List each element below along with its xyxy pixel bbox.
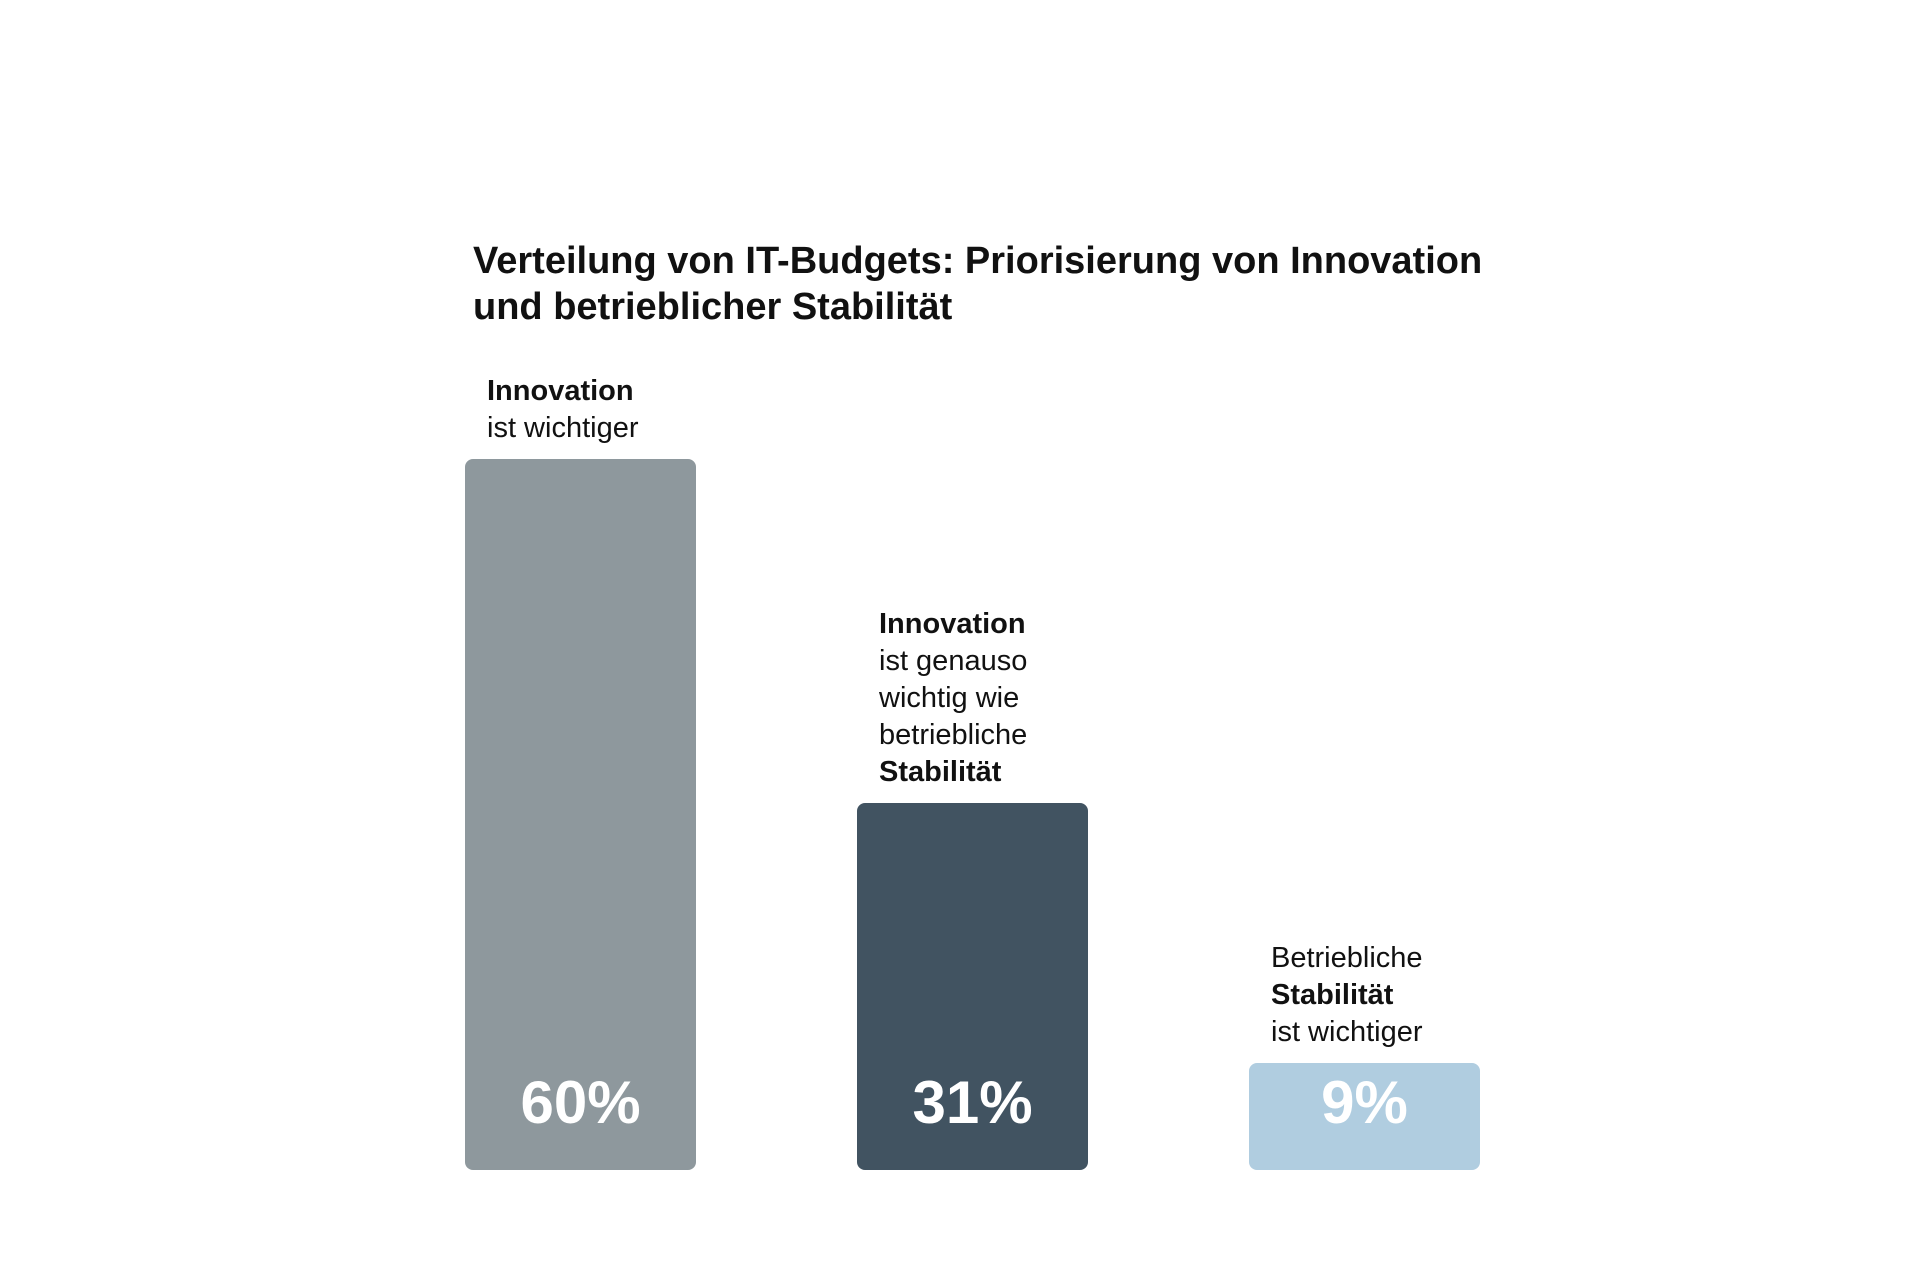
chart-title-line-2: und betrieblicher Stabilität (473, 286, 953, 328)
bar-2-label-line-2: ist genauso (879, 644, 1028, 677)
chart-title-line-1: Verteilung von IT-Budgets: Priorisierung… (473, 240, 1483, 282)
bar-3-category-label: Betriebliche Stabilität ist wichtiger (1271, 940, 1423, 1051)
bar-2-value: 31% (912, 1069, 1033, 1136)
bar-2 (857, 802, 1088, 1170)
bar-1-label-line-1: Innovation (487, 375, 634, 407)
bar-3-label-line-3: ist wichtiger (1271, 1016, 1423, 1049)
bar-1-value: 60% (520, 1069, 641, 1136)
bar-3-label-line-1: Betriebliche (1271, 942, 1423, 975)
bar-2-label-line-3: wichtig wie (879, 681, 1020, 714)
bar-3-label-line-2: Stabilität (1271, 979, 1394, 1012)
bar-2-category-label: Innovation ist genauso wichtig wie betriebl… (879, 606, 1027, 791)
bar-2-label-line-5: Stabilität (879, 755, 1002, 788)
bar-2-label-line-4: betriebliche (879, 718, 1028, 751)
bar-3-value: 9% (1321, 1069, 1408, 1136)
bar-2-label-line-1: Innovation (879, 607, 1026, 640)
bar-1-label-line-2: ist wichtiger (487, 412, 639, 444)
bar-1-category-label: Innovation ist wichtiger (487, 373, 639, 447)
bar-1 (465, 459, 696, 1170)
bar-3 (1249, 1063, 1480, 1170)
chart-title: Verteilung von IT-Budgets: Priorisierung… (473, 238, 1573, 330)
